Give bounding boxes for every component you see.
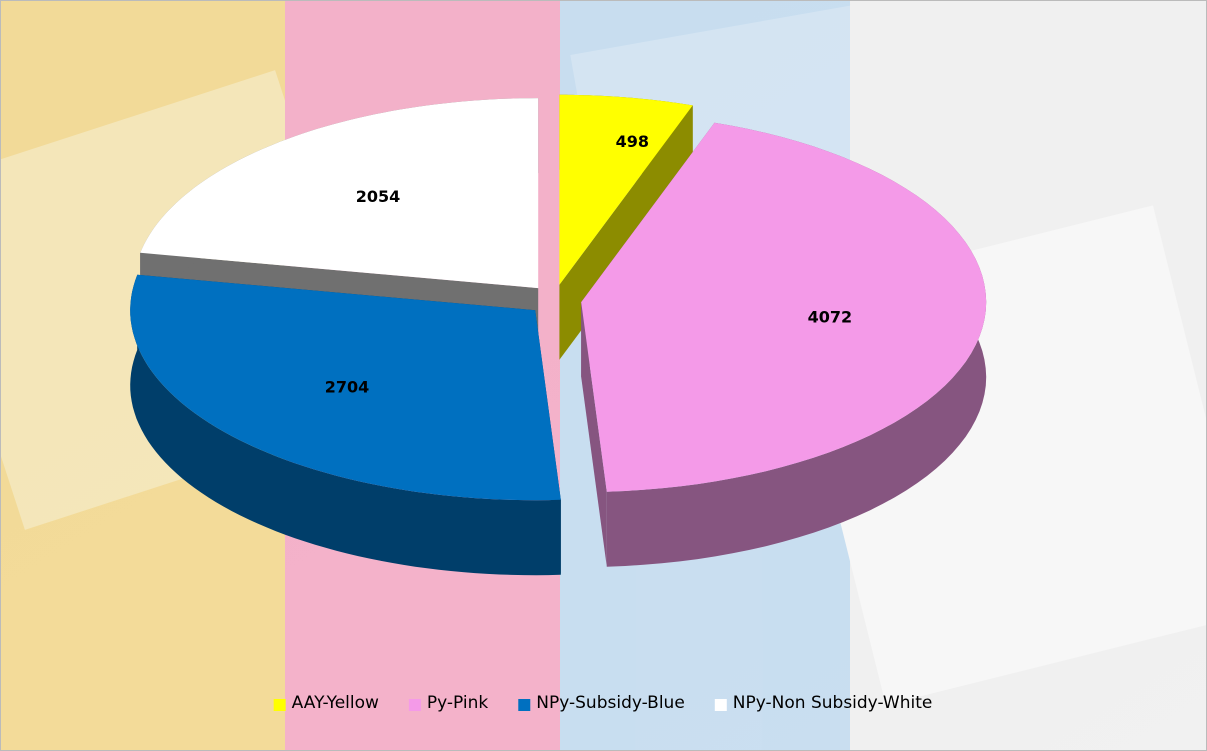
legend-label: Py-Pink [427, 693, 489, 713]
value-label: 498 [616, 132, 649, 151]
legend-swatch [274, 699, 286, 711]
legend-label: AAY-Yellow [292, 693, 379, 713]
legend-swatch [715, 699, 727, 711]
value-label: 4072 [808, 308, 853, 327]
chart: 498 4072 2704 2054 AAY-Yellow Py-Pink NPy-Sub… [0, 0, 1207, 751]
legend-swatch [518, 699, 530, 711]
legend-swatch [409, 699, 421, 711]
value-label: 2054 [356, 187, 401, 206]
legend-label: NPy-Non Subsidy-White [733, 693, 933, 713]
value-label: 2704 [325, 378, 370, 397]
legend: AAY-Yellow Py-Pink NPy-Subsidy-Blue NPy-Non… [274, 693, 933, 713]
legend-label: NPy-Subsidy-Blue [536, 693, 685, 713]
